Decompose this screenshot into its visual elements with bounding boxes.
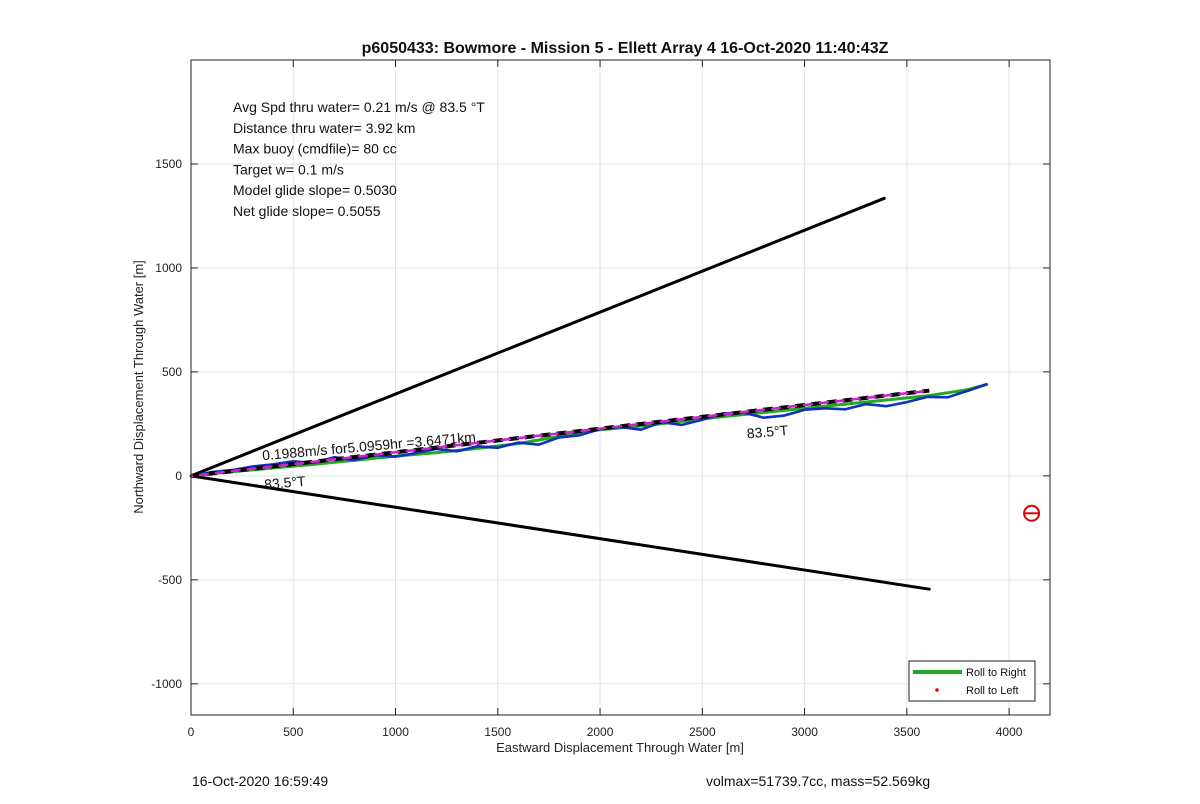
grid-lines (190, 60, 1050, 715)
annotation-label: 83.5°T (263, 473, 306, 493)
y-tick-label: -500 (158, 573, 182, 587)
data-series (189, 196, 989, 591)
model-heading-line (190, 389, 930, 478)
legend-label: Roll to Right (966, 667, 1026, 679)
info-line: Net glide slope= 0.5055 (233, 203, 381, 219)
x-axis-label: Eastward Displacement Through Water [m] (496, 740, 744, 755)
y-tick-label: 1500 (155, 157, 182, 171)
x-tick-label: 4000 (996, 725, 1023, 739)
legend-swatch-dot (935, 688, 939, 692)
footer-volume-mass: volmax=51739.7cc, mass=52.569kg (706, 773, 931, 789)
x-tick-label: 0 (188, 725, 195, 739)
info-line: Target w= 0.1 m/s (233, 161, 344, 177)
info-line: Model glide slope= 0.5030 (233, 182, 397, 198)
y-tick-label: 500 (162, 365, 182, 379)
heading-bound-line (189, 474, 931, 591)
info-line: Max buoy (cmdfile)= 80 cc (233, 141, 397, 157)
x-tick-label: 1000 (382, 725, 409, 739)
legend: Roll to Right Roll to Left (908, 660, 1036, 702)
heading-bound-line (189, 196, 886, 478)
info-line: Distance thru water= 3.92 km (233, 120, 415, 136)
info-text-block: Avg Spd thru water= 0.21 m/s @ 83.5 °T Di… (233, 99, 485, 219)
chart-title: p6050433: Bowmore - Mission 5 - Ellett A… (362, 40, 889, 57)
x-tick-label: 2000 (587, 725, 614, 739)
y-axis-label: Northward Displacement Through Water [m] (131, 260, 146, 514)
y-tick-label: 1000 (155, 261, 182, 275)
info-line: Avg Spd thru water= 0.21 m/s @ 83.5 °T (233, 99, 485, 115)
x-tick-label: 3000 (791, 725, 818, 739)
position-marker (1023, 504, 1041, 522)
legend-box (908, 660, 1036, 702)
x-tick-label: 1500 (484, 725, 511, 739)
x-tick-label: 3500 (893, 725, 920, 739)
plot-frame (190, 59, 1051, 716)
legend-label: Roll to Left (966, 685, 1019, 697)
axis-ticks: 0 500 1000 1500 2000 2500 3000 3500 4000 -1000 -50… (151, 60, 1050, 739)
mean-heading-line (190, 388, 930, 478)
y-tick-label: 0 (175, 469, 182, 483)
x-tick-label: 500 (283, 725, 303, 739)
x-tick-label: 2500 (689, 725, 716, 739)
y-tick-label: -1000 (151, 677, 182, 691)
annotation-label: 83.5°T (746, 422, 789, 442)
footer-timestamp: 16-Oct-2020 16:59:49 (192, 773, 329, 789)
